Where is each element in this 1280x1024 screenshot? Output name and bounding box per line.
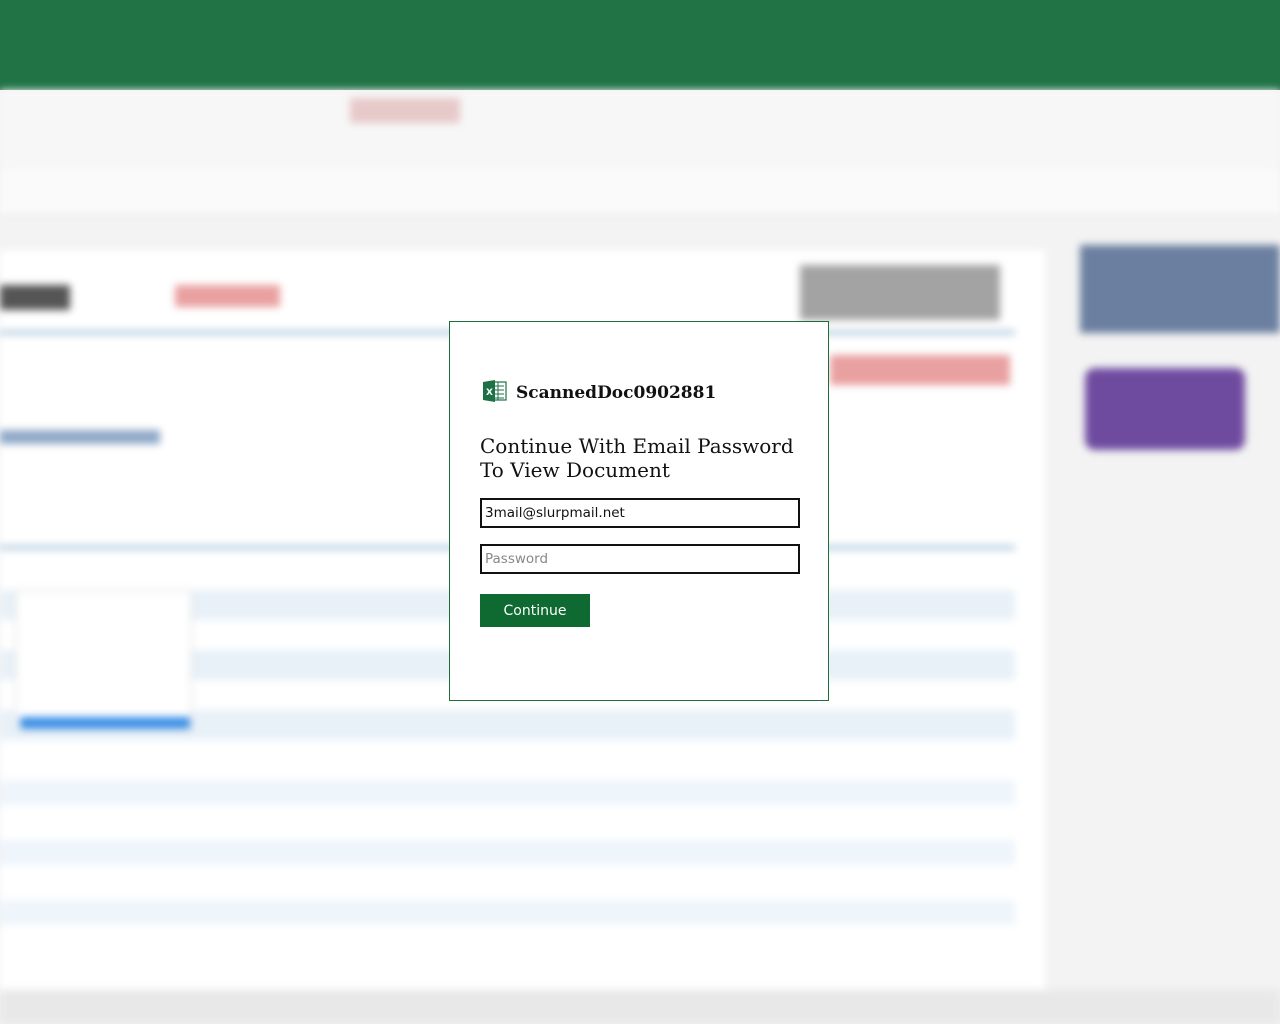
dialog-heading: Continue With Email Password To View Doc… [480,434,794,482]
login-dialog: X ScannedDoc0902881 Continue With Email … [449,321,829,701]
dialog-title-row: X ScannedDoc0902881 [482,379,716,407]
password-field[interactable] [480,544,800,574]
email-field[interactable] [480,498,800,528]
svg-text:X: X [486,388,493,398]
app-header-bar [0,0,1280,90]
excel-icon: X [482,379,508,407]
document-name: ScannedDoc0902881 [516,383,717,403]
continue-button[interactable]: Continue [480,594,590,627]
